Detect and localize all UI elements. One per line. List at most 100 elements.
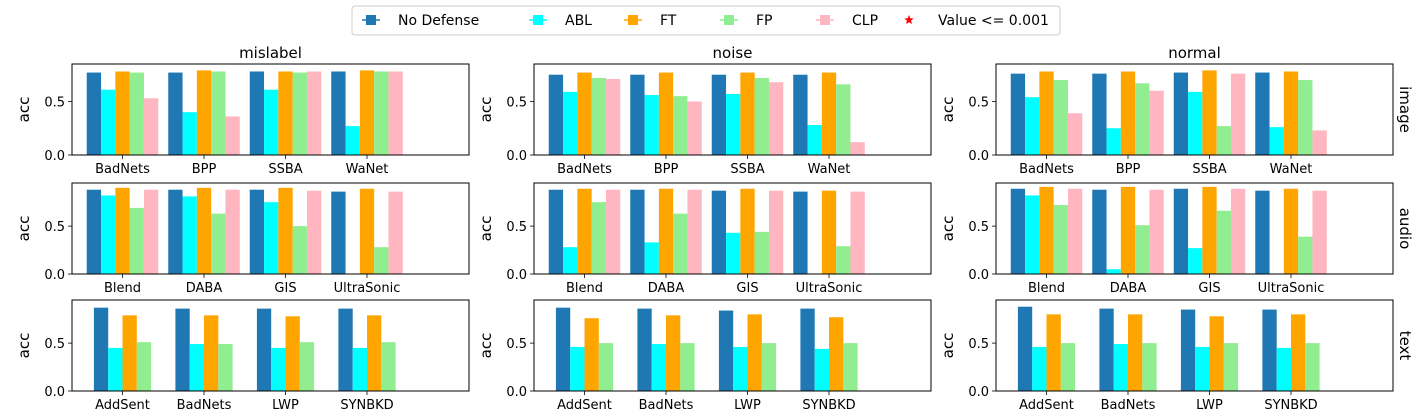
legend-swatch	[533, 15, 543, 25]
x-tick-label: SYNBKD	[1264, 398, 1317, 413]
x-tick-label: SYNBKD	[802, 398, 855, 413]
bar-no-defense-badnets	[1010, 73, 1026, 155]
bar-clp-daba	[1149, 189, 1164, 274]
bar-clp-ssba	[768, 82, 784, 155]
bar-fp-badnets	[1053, 80, 1068, 155]
bar-ft-wanet	[359, 70, 375, 155]
legend-item-value-0-001: Value <= 0.001	[904, 13, 1049, 29]
bar-fp-daba	[1135, 225, 1150, 274]
bar-no-defense-addsent	[555, 307, 571, 391]
x-tick-label: SSBA	[730, 162, 764, 177]
bar-fp-badnets	[218, 344, 233, 391]
bar-ft-badnets	[115, 71, 130, 155]
legend-item-abl: ABL	[529, 13, 592, 29]
x-tick-label: BPP	[654, 162, 679, 177]
bar-ft-bpp	[658, 72, 674, 155]
bar-abl-badnets	[651, 344, 666, 391]
bar-no-defense-gis	[1173, 188, 1189, 274]
x-tick-label: BPP	[1116, 162, 1141, 177]
bar-clp-blend	[1067, 188, 1083, 274]
y-axis-label: acc	[477, 333, 495, 359]
legend-label: Value <= 0.001	[938, 13, 1049, 29]
bar-ft-badnets	[666, 315, 681, 391]
x-tick-label: LWP	[272, 398, 299, 413]
bar-no-defense-daba	[630, 189, 645, 274]
x-tick-label: BadNets	[639, 398, 694, 413]
x-tick-label: DABA	[1110, 281, 1147, 296]
y-tick-label: 0.0	[968, 149, 989, 164]
x-tick-label: AddSent	[95, 398, 150, 413]
bar-clp-blend	[143, 189, 159, 274]
row-labels: image audio text	[1396, 86, 1412, 360]
x-tick-label: BadNets	[557, 162, 612, 177]
bar-ft-badnets	[577, 72, 592, 155]
bar-abl-synbkd	[814, 348, 829, 391]
axes-frame	[71, 63, 470, 156]
subplot-image-mislabel: BadNets BPP SSBA WaNet 0.0 0.5 acc	[15, 63, 470, 177]
legend-item-ft: FT	[624, 13, 677, 29]
bar-fp-ssba	[292, 72, 307, 155]
bar-abl-ssba	[726, 93, 741, 155]
bar-ft-blend	[577, 188, 592, 274]
bar-fp-badnets	[591, 77, 606, 155]
bar-fp-lwp	[1223, 343, 1239, 391]
bar-abl-bpp	[182, 112, 197, 155]
bar-no-defense-badnets	[86, 72, 102, 155]
bar-fp-ultrasonic	[836, 246, 851, 274]
y-tick-label: 0.0	[968, 268, 989, 283]
x-tick-label: AddSent	[557, 398, 612, 413]
legend-swatch	[628, 15, 638, 25]
bar-fp-ultrasonic	[1298, 236, 1313, 274]
bar-no-defense-daba	[1092, 189, 1107, 274]
bar-no-defense-synbkd	[338, 308, 353, 391]
bar-clp-bpp	[225, 116, 240, 155]
y-axis-label: acc	[15, 97, 33, 123]
x-tick-label: LWP	[1196, 398, 1223, 413]
bar-ft-synbkd	[1291, 314, 1306, 391]
x-tick-label: Blend	[1028, 281, 1065, 296]
bar-clp-bpp	[1149, 90, 1164, 155]
bar-no-defense-bpp	[1092, 73, 1107, 155]
bar-abl-daba	[644, 242, 659, 274]
bar-abl-badnets	[189, 344, 204, 391]
bar-fp-wanet	[1298, 80, 1313, 155]
legend-item-fp: FP	[720, 13, 773, 29]
x-tick-label: DABA	[186, 281, 223, 296]
x-tick-label: GIS	[274, 281, 296, 296]
bar-fp-badnets	[129, 72, 144, 155]
axes-frame	[533, 182, 932, 275]
bar-abl-lwp	[271, 347, 286, 391]
x-tick-label: Blend	[104, 281, 141, 296]
bar-ft-ultrasonic	[821, 190, 837, 274]
bar-no-defense-ultrasonic	[793, 191, 808, 274]
bar-no-defense-ssba	[711, 74, 727, 155]
axes-frame	[533, 63, 932, 156]
y-tick-label: 0.0	[506, 268, 527, 283]
bar-no-defense-addsent	[93, 307, 109, 391]
bar-no-defense-blend	[86, 189, 102, 274]
bar-ft-blend	[115, 187, 130, 274]
column-title-mislabel: mislabel	[239, 44, 302, 62]
bar-clp-ssba	[1230, 73, 1246, 155]
bar-ft-gis	[740, 188, 755, 274]
subplot-image-normal: BadNets BPP SSBA WaNet 0.0 0.5 acc	[939, 63, 1394, 177]
x-tick-label: WaNet	[808, 162, 851, 177]
bar-clp-gis	[1230, 188, 1246, 274]
bar-abl-wanet	[807, 125, 822, 155]
legend-label: FP	[756, 13, 773, 29]
bar-abl-synbkd	[352, 347, 367, 391]
y-tick-label: 0.0	[44, 385, 65, 400]
bar-no-defense-ultrasonic	[1255, 190, 1270, 274]
bar-ft-ssba	[740, 72, 755, 155]
bar-clp-ultrasonic	[850, 191, 865, 274]
bar-no-defense-badnets	[175, 308, 190, 391]
x-tick-label: GIS	[1198, 281, 1220, 296]
bar-no-defense-ssba	[1173, 72, 1189, 155]
x-tick-label: SSBA	[268, 162, 302, 177]
bar-fp-daba	[211, 213, 226, 274]
bar-clp-ultrasonic	[1312, 190, 1327, 274]
row-label-image: image	[1396, 86, 1412, 133]
legend-swatch	[820, 15, 830, 25]
bar-clp-wanet	[388, 71, 403, 155]
